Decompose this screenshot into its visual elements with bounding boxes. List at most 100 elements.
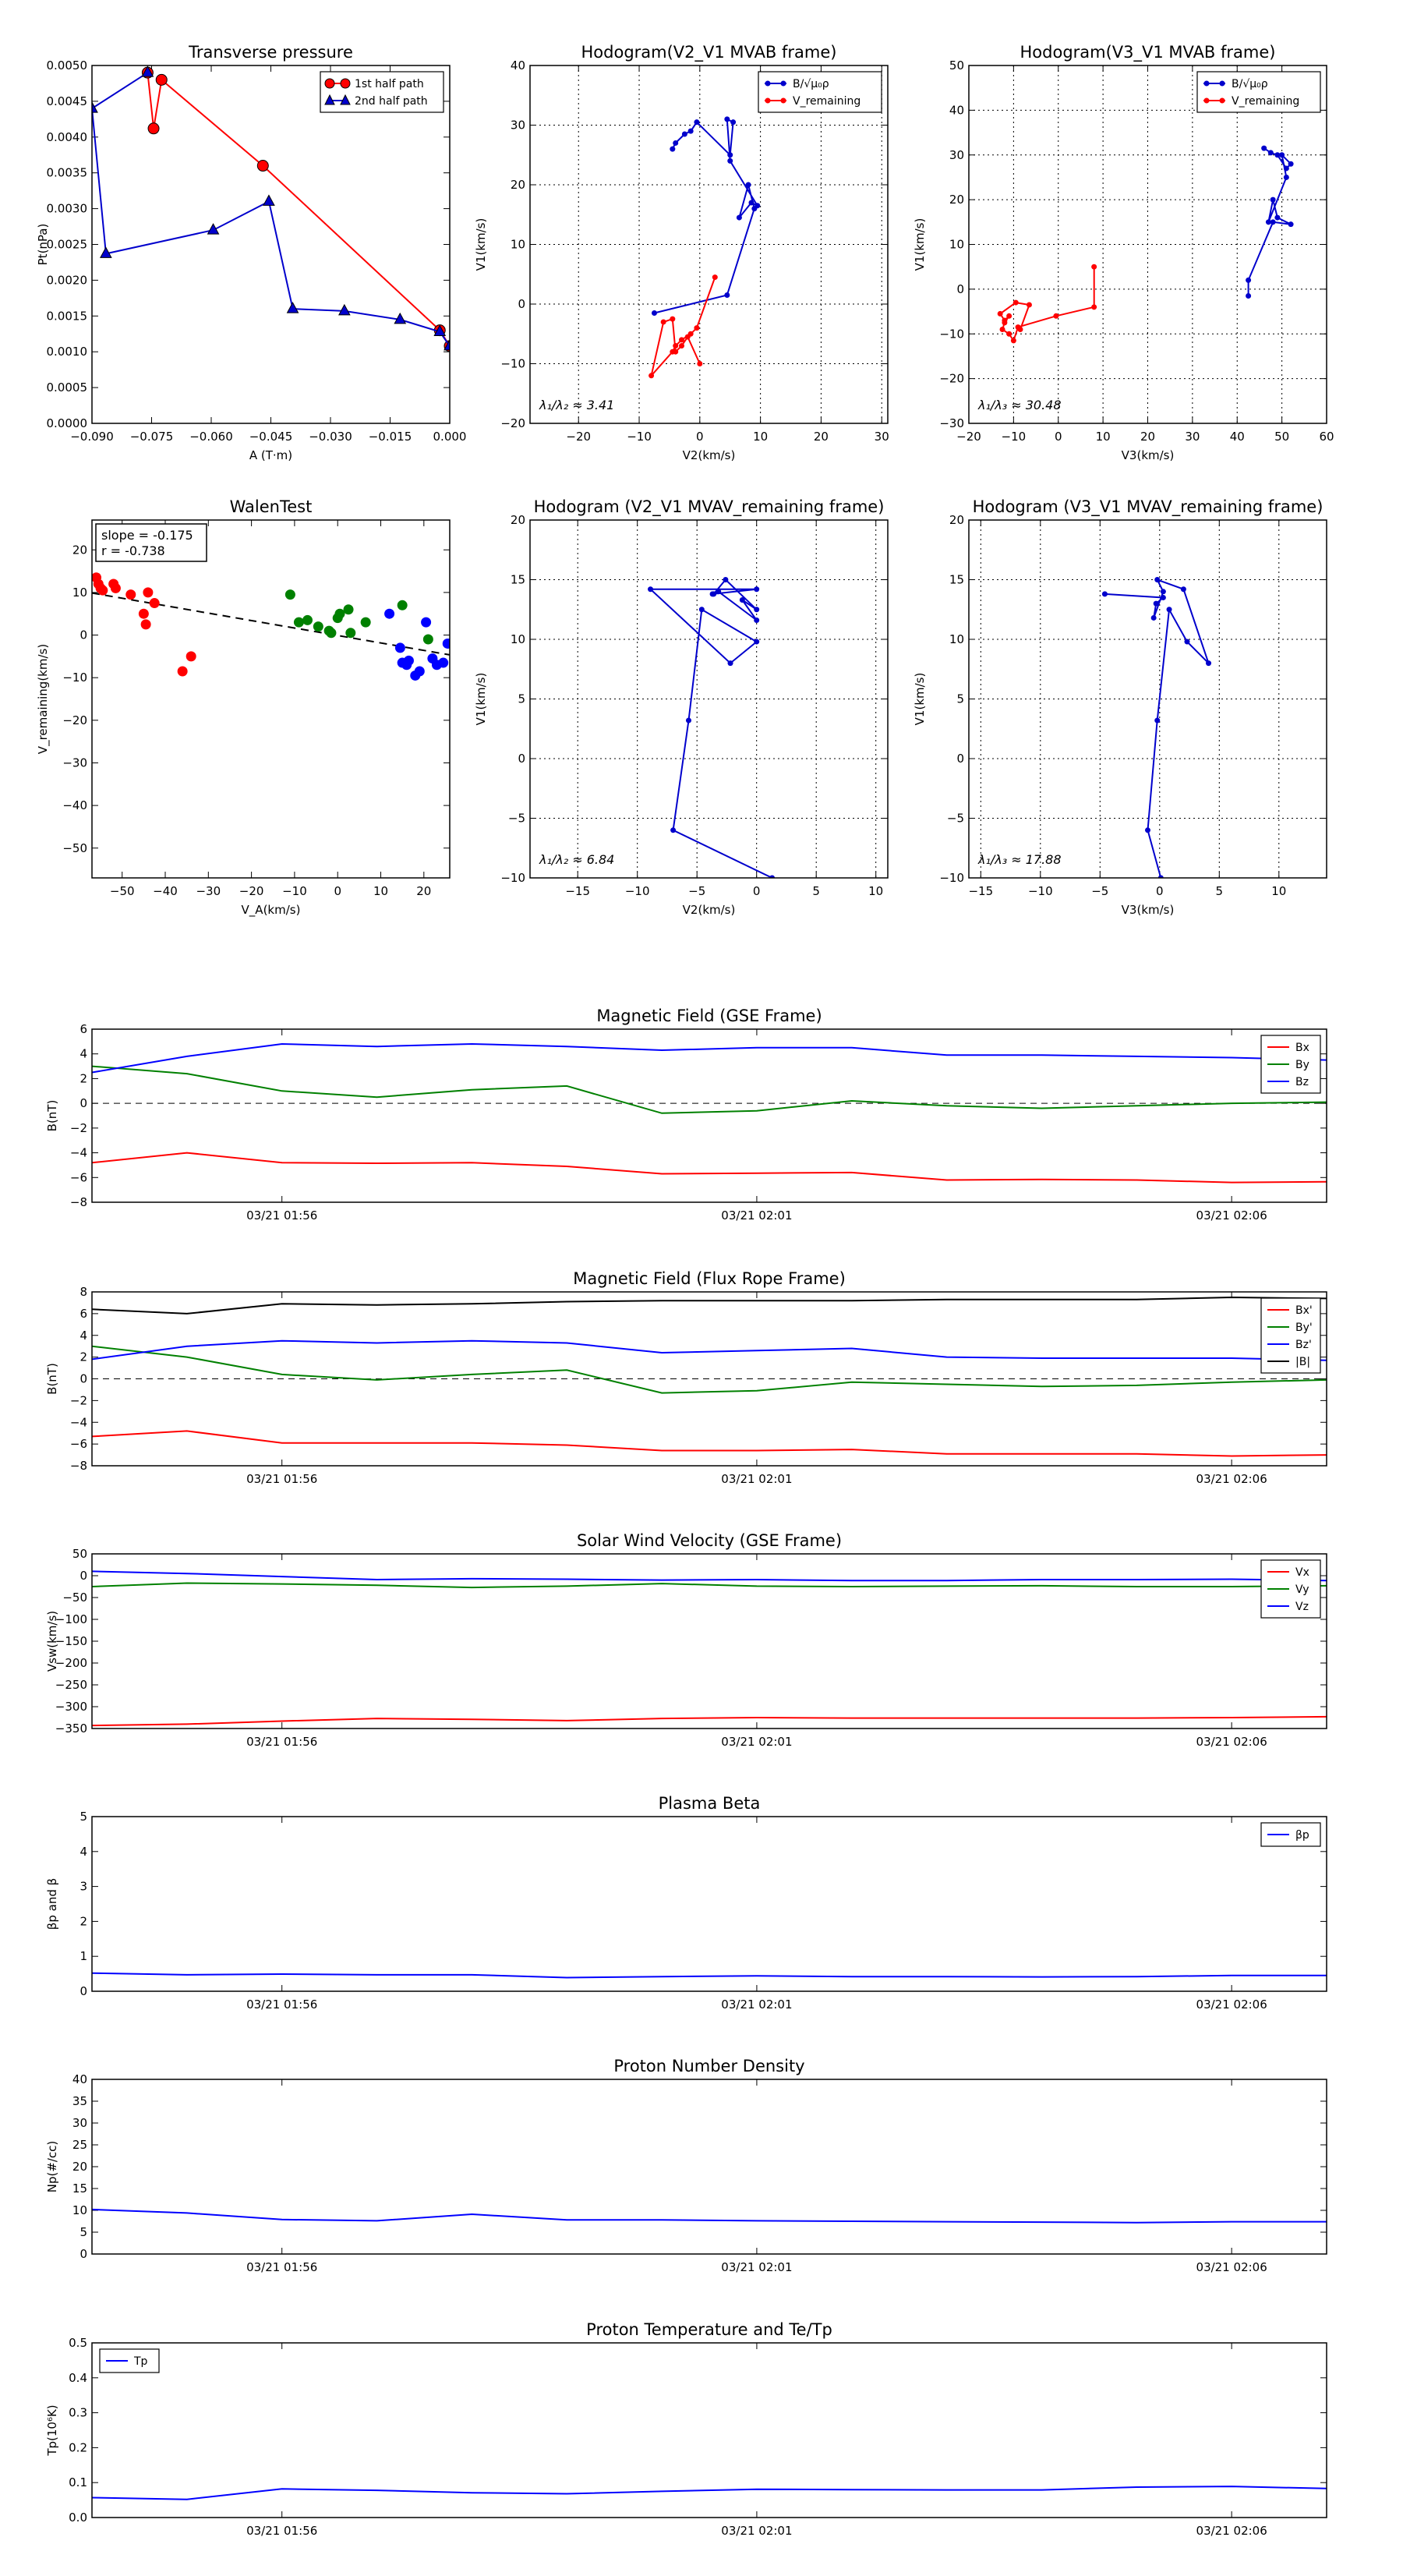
plot-area [92,1972,1327,1979]
legend: Tp [99,2348,160,2373]
y-axis-label: Np(#/cc) [45,2141,59,2193]
x-tick-label: −0.060 [189,430,233,444]
y-tick-label: −150 [55,1634,87,1648]
chart-title: Magnetic Field (GSE Frame) [596,1007,822,1025]
x-tick-label: 03/21 01:56 [246,1472,317,1486]
x-tick-label: 10 [868,884,883,898]
y-tick-label: 50 [72,1547,87,1561]
y-tick-label: 0.2 [69,2440,87,2454]
data-point [286,302,299,313]
data-point [345,628,356,639]
chart-title: Proton Temperature and Te/Tp [586,2320,832,2339]
x-axis-label: V3(km/s) [1122,448,1175,462]
data-point [1180,586,1186,593]
series-bx--line [92,1430,1327,1457]
y-tick-label: −10 [939,327,964,341]
legend-marker [340,78,351,89]
y-axis-label: V1(km/s) [474,673,488,726]
y-tick-label: 0 [518,297,525,311]
y-tick-label: 40 [949,103,964,117]
y-tick-label: 15 [72,2181,87,2196]
plot-area [92,1296,1327,1457]
legend: Bx By Bz [1260,1035,1321,1094]
plot-frame [91,519,451,879]
data-point [155,73,168,86]
y-tick-label: −300 [55,1700,87,1714]
y-tick-label: 1 [80,1949,87,1963]
y-tick-label: −8 [70,1195,87,1209]
y-tick-label: −30 [62,755,87,770]
plot-frame [529,519,889,879]
data-point [110,582,121,593]
data-point [727,660,733,667]
annotation-text: λ₁/λ₂ ≈ 3.41 [539,398,614,412]
data-point [414,666,425,677]
data-point [1274,152,1281,158]
x-tick-label: −40 [153,884,178,898]
y-tick-label: −10 [500,357,525,371]
x-tick-label: 30 [875,430,889,444]
y-tick-label: 20 [72,2160,87,2174]
data-point [97,585,108,596]
data-point [1157,875,1164,878]
data-point [1184,639,1190,645]
data-point [724,292,730,299]
legend-label: By [1295,1059,1309,1071]
data-point [769,875,776,878]
x-tick-label: −15 [968,884,993,898]
data-point [140,619,151,630]
data-point [1274,214,1281,221]
data-point [334,608,345,619]
legend-label: B/√μ₀ρ [1232,78,1268,90]
y-tick-label: −200 [55,1656,87,1670]
legend: B/√μ₀ρ V_remaining [1196,71,1321,113]
x-tick-label: −5 [1091,884,1108,898]
legend-marker [765,80,771,87]
data-point [442,638,450,649]
x-tick-label: −10 [625,884,650,898]
legend: 1st half path 2nd half path [320,71,444,113]
y-axis-label: V1(km/s) [913,218,927,271]
data-point [338,303,351,316]
data-point [1012,299,1019,306]
data-point [684,334,691,340]
y-tick-label: 15 [949,573,964,587]
data-point [343,604,354,615]
data-point [999,327,1005,333]
data-point [1150,614,1157,621]
data-point [745,182,751,188]
legend-label: Vz [1295,1601,1309,1613]
data-point [1091,264,1097,270]
y-tick-label: 0.0045 [47,94,88,108]
data-point [754,617,760,624]
x-tick-label: 03/21 02:06 [1196,2524,1267,2538]
data-point [681,131,687,137]
y-tick-label: 0.0035 [47,166,88,180]
x-tick-label: 03/21 02:01 [721,2524,792,2538]
data-point [149,598,160,609]
y-axis-label: V1(km/s) [913,673,927,726]
legend-label: Vx [1295,1566,1309,1579]
chart-title: Proton Number Density [613,2057,804,2075]
x-tick-label: 03/21 02:01 [721,1472,792,1486]
x-tick-label: −10 [627,430,652,444]
y-tick-label: 40 [511,58,525,73]
y-tick-label: 4 [80,1047,87,1061]
data-point [433,324,447,336]
y-axis-label: B(nT) [45,1363,59,1395]
plot-area [648,577,776,878]
data-point [687,128,694,134]
legend-marker [324,78,335,89]
data-point [1160,594,1166,600]
series-vy-line [92,1582,1327,1589]
data-point [1166,607,1172,613]
y-tick-label: −20 [500,416,525,430]
data-point [754,586,760,593]
y-tick-label: 5 [956,692,964,706]
x-tick-label: 03/21 01:56 [246,1735,317,1749]
data-point [1154,577,1161,582]
y-tick-label: −50 [62,1591,87,1605]
chart-title: WalenTest [230,497,313,516]
x-tick-label: 03/21 02:01 [721,2260,792,2274]
data-point [648,586,654,593]
